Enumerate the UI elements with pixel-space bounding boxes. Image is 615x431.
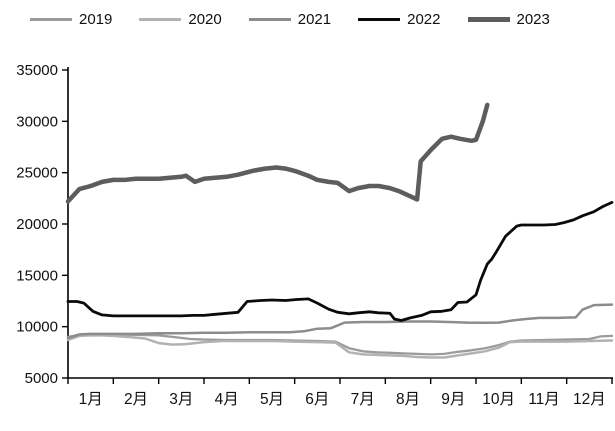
x-axis-label: 6月 <box>305 391 329 408</box>
y-axis-label: 35000 <box>16 62 58 79</box>
legend-label-2021: 2021 <box>297 10 332 28</box>
x-axis-label: 11月 <box>528 391 560 408</box>
y-axis-label: 30000 <box>16 113 58 130</box>
x-axis-label: 9月 <box>441 391 465 408</box>
legend-label-2019: 2019 <box>79 10 113 28</box>
x-axis-label: 5月 <box>260 391 284 408</box>
series-line-2023 <box>65 102 490 204</box>
x-axis-label: 10月 <box>482 391 515 408</box>
series-line-2022 <box>66 200 614 322</box>
legend-swatch-2019 <box>30 17 72 21</box>
legend-swatch-2022 <box>358 17 401 21</box>
y-axis-label: 25000 <box>16 165 58 182</box>
x-axis-label: 2月 <box>124 391 148 408</box>
legend-item-2021: 2021 <box>248 10 332 28</box>
legend-label-2023: 2023 <box>516 10 550 28</box>
legend-label-2022: 2022 <box>407 10 441 28</box>
legend-swatch-2023 <box>467 16 510 22</box>
y-axis-label: 10000 <box>16 319 58 336</box>
x-axis-label: 12月 <box>573 391 606 408</box>
legend-swatch-2020 <box>139 17 182 21</box>
series-line-2021 <box>66 303 614 340</box>
legend-label-2020: 2020 <box>188 10 222 28</box>
y-axis-label: 5000 <box>25 370 58 387</box>
x-axis-label: 8月 <box>396 391 420 408</box>
series-line-2020 <box>66 334 614 359</box>
legend-swatch-2021 <box>248 17 291 21</box>
legend-item-2023: 2023 <box>467 10 550 28</box>
legend-item-2022: 2022 <box>358 10 441 28</box>
x-axis-label: 1月 <box>79 391 103 408</box>
chart-legend: 2019 2020 2021 2022 2023 <box>30 6 550 32</box>
y-axis-label: 15000 <box>16 267 58 284</box>
legend-item-2019: 2019 <box>30 11 112 28</box>
x-axis-label: 4月 <box>215 391 239 408</box>
x-axis-label: 3月 <box>169 391 193 408</box>
y-axis-label: 20000 <box>16 216 58 233</box>
legend-item-2020: 2020 <box>139 10 222 28</box>
x-axis-label: 7月 <box>351 391 375 408</box>
